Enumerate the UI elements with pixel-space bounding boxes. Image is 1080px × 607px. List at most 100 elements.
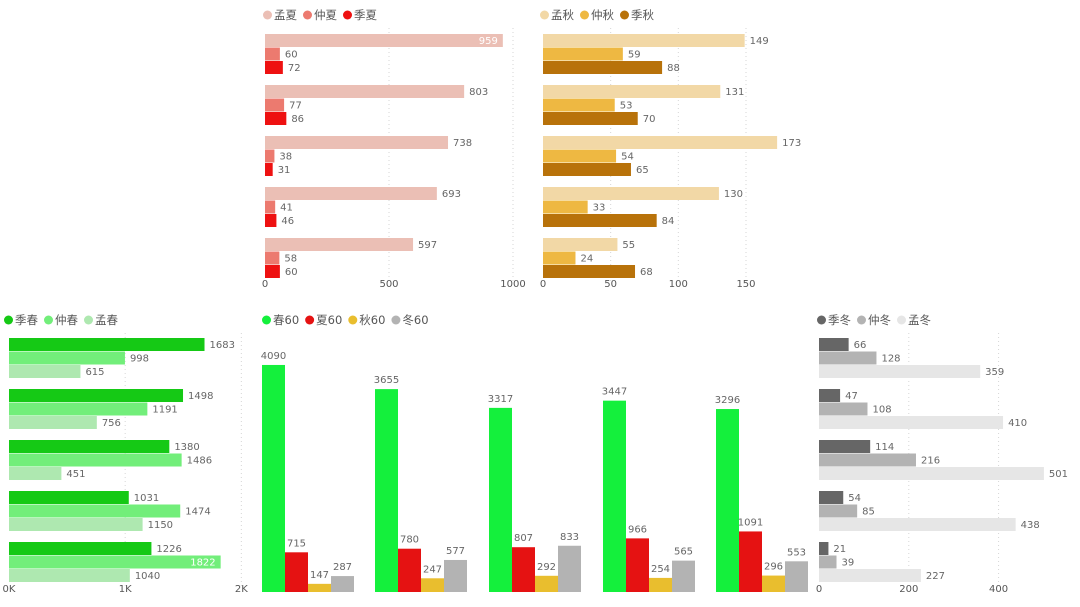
year-legend-label-3[interactable]: 冬60 xyxy=(402,313,428,327)
winter-bar-2-0[interactable] xyxy=(819,440,871,453)
autumn-bar-4-1[interactable] xyxy=(543,251,576,265)
year-legend-label-0[interactable]: 春60 xyxy=(273,313,299,327)
autumn-bar-3-0[interactable] xyxy=(543,187,719,200)
autumn-bar-0-2[interactable] xyxy=(543,61,663,74)
year-legend-label-2[interactable]: 秋60 xyxy=(359,313,385,327)
summer-legend-label-1[interactable]: 仲夏 xyxy=(314,8,337,22)
summer-bar-1-0[interactable] xyxy=(265,85,465,98)
year-bar-4-1[interactable] xyxy=(739,531,762,592)
winter-bar-3-2[interactable] xyxy=(819,518,1016,531)
spring-bar-1-0[interactable] xyxy=(9,389,184,402)
winter-bar-0-2[interactable] xyxy=(819,365,981,378)
year-legend-label-1[interactable]: 夏60 xyxy=(316,313,342,327)
autumn-bar-0-1[interactable] xyxy=(543,47,623,61)
autumn-legend-label-2[interactable]: 季秋 xyxy=(631,8,654,22)
spring-bar-2-2[interactable] xyxy=(9,467,62,480)
spring-legend-label-1[interactable]: 仲春 xyxy=(55,313,78,327)
year-bar-3-0[interactable] xyxy=(603,400,626,592)
autumn-bar-0-0[interactable] xyxy=(543,34,745,47)
winter-bar-1-2[interactable] xyxy=(819,416,1004,429)
summer-bar-3-1[interactable] xyxy=(265,200,276,214)
winter-bar-2-2[interactable] xyxy=(819,467,1044,480)
autumn-bar-2-1[interactable] xyxy=(543,149,617,163)
winter-bar-2-1[interactable] xyxy=(819,453,916,467)
year-bar-2-0[interactable] xyxy=(489,407,512,592)
summer-legend-label-0[interactable]: 孟夏 xyxy=(274,8,297,22)
summer-bar-0-1[interactable] xyxy=(265,47,280,61)
year-bar-1-0[interactable] xyxy=(375,389,398,592)
summer-bar-4-0[interactable] xyxy=(265,238,414,251)
year-bar-2-2[interactable] xyxy=(535,575,558,592)
spring-bar-0-2[interactable] xyxy=(9,365,81,378)
year-bar-0-3[interactable] xyxy=(331,576,354,592)
year-bar-0-2[interactable] xyxy=(308,583,331,592)
spring-bar-1-1[interactable] xyxy=(9,402,148,416)
year-bar-0-0[interactable] xyxy=(262,364,285,592)
summer-bar-1-2[interactable] xyxy=(265,112,287,125)
year-bar-1-1[interactable] xyxy=(398,548,421,592)
winter-bar-3-0[interactable] xyxy=(819,491,844,504)
winter-bar-4-2[interactable] xyxy=(819,569,921,582)
year-legend-marker-0 xyxy=(262,315,271,325)
autumn-bar-1-2[interactable] xyxy=(543,112,638,125)
year-bar-2-1[interactable] xyxy=(512,547,535,592)
year-bar-3-2[interactable] xyxy=(649,577,672,592)
summer-bar-3-0[interactable] xyxy=(265,187,437,200)
winter-bar-1-1[interactable] xyxy=(819,402,868,416)
summer-bar-2-1[interactable] xyxy=(265,149,275,163)
winter-legend-label-0[interactable]: 季冬 xyxy=(828,313,851,327)
year-bar-4-3[interactable] xyxy=(785,561,808,592)
autumn-bar-2-0[interactable] xyxy=(543,136,778,149)
year-bar-1-2[interactable] xyxy=(421,578,444,592)
spring-legend-label-0[interactable]: 季春 xyxy=(15,313,38,327)
year-bar-3-1[interactable] xyxy=(626,538,649,592)
winter-bar-4-1[interactable] xyxy=(819,555,837,569)
summer-bar-0-2[interactable] xyxy=(265,61,283,74)
year-bar-0-1[interactable] xyxy=(285,552,308,592)
summer-bar-4-1[interactable] xyxy=(265,251,280,265)
spring-bar-4-0[interactable] xyxy=(9,542,152,555)
winter-bar-1-0[interactable] xyxy=(819,389,841,402)
winter-bar-0-0[interactable] xyxy=(819,338,849,351)
summer-bar-1-1[interactable] xyxy=(265,98,285,112)
autumn-bar-4-0[interactable] xyxy=(543,238,618,251)
spring-bar-3-0[interactable] xyxy=(9,491,129,504)
spring-bar-3-1[interactable] xyxy=(9,504,181,518)
autumn-bar-1-1[interactable] xyxy=(543,98,615,112)
summer-bar-2-0[interactable] xyxy=(265,136,449,149)
winter-legend-label-2[interactable]: 孟冬 xyxy=(908,313,931,327)
spring-bar-4-2[interactable] xyxy=(9,569,130,582)
winter-bar-0-1[interactable] xyxy=(819,351,877,365)
autumn-bar-3-1[interactable] xyxy=(543,200,588,214)
spring-bar-0-0[interactable] xyxy=(9,338,205,351)
autumn-bar-2-2[interactable] xyxy=(543,163,631,176)
summer-bar-3-2[interactable] xyxy=(265,214,277,227)
spring-data-label-3-2: 1150 xyxy=(148,520,173,531)
summer-bar-2-2[interactable] xyxy=(265,163,273,176)
spring-bar-4-1[interactable] xyxy=(9,555,221,569)
year-bar-1-3[interactable] xyxy=(444,559,467,592)
summer-bar-4-2[interactable] xyxy=(265,265,280,278)
spring-legend-label-2[interactable]: 孟春 xyxy=(95,313,118,327)
winter-bar-3-1[interactable] xyxy=(819,504,858,518)
summer-legend-label-2[interactable]: 季夏 xyxy=(354,8,377,22)
autumn-bar-1-0[interactable] xyxy=(543,85,721,98)
summer-data-label-1-1: 77 xyxy=(289,101,302,112)
winter-bar-4-0[interactable] xyxy=(819,542,829,555)
summer-bar-0-0[interactable] xyxy=(265,34,503,47)
spring-bar-2-1[interactable] xyxy=(9,453,182,467)
autumn-legend-label-1[interactable]: 仲秋 xyxy=(591,8,614,22)
autumn-legend-label-0[interactable]: 孟秋 xyxy=(551,8,574,22)
spring-bar-1-2[interactable] xyxy=(9,416,97,429)
year-bar-3-3[interactable] xyxy=(672,560,695,592)
spring-bar-2-0[interactable] xyxy=(9,440,170,453)
autumn-bar-3-2[interactable] xyxy=(543,214,657,227)
year-bar-4-0[interactable] xyxy=(716,409,739,592)
year-bar-4-2[interactable] xyxy=(762,575,785,592)
autumn-bar-4-2[interactable] xyxy=(543,265,636,278)
spring-bar-3-2[interactable] xyxy=(9,518,143,531)
spring-bar-0-1[interactable] xyxy=(9,351,125,365)
year-data-label-3-1: 966 xyxy=(628,524,647,535)
winter-legend-label-1[interactable]: 仲冬 xyxy=(868,313,891,327)
year-bar-2-3[interactable] xyxy=(558,545,581,592)
